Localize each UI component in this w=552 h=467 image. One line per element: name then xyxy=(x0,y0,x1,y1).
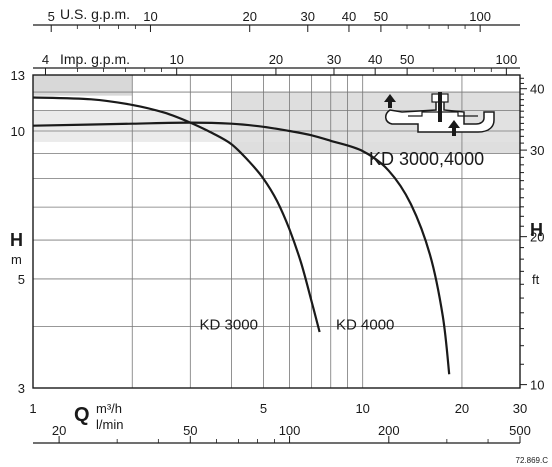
x-tick-label: 1 xyxy=(29,401,36,416)
x-tick-label: 20 xyxy=(455,401,469,416)
flow-symbol: Q xyxy=(74,404,90,426)
chart-title: KD 3000,4000 xyxy=(369,149,484,169)
left-tick-label: 5 xyxy=(18,272,25,287)
us-gpm-label: U.S. g.p.m. xyxy=(60,6,130,22)
us-gpm-axis-tick-label: 100 xyxy=(469,9,491,24)
curve-label-kd-4000: KD 4000 xyxy=(336,316,394,333)
curve-label-kd-3000: KD 3000 xyxy=(200,316,258,333)
right-tick-label: 30 xyxy=(530,143,544,158)
series-line-kd-3000 xyxy=(32,96,321,333)
imp-gpm-axis-tick-label: 30 xyxy=(327,52,341,67)
us-gpm-axis-tick-label: 50 xyxy=(374,9,388,24)
imp-gpm-axis-tick-label: 20 xyxy=(269,52,283,67)
right-axis-symbol: H xyxy=(530,220,543,240)
x-tick-label: 5 xyxy=(260,401,267,416)
plot-frame xyxy=(32,74,521,389)
us-gpm-axis-tick-label: 20 xyxy=(242,9,256,24)
imp-gpm-axis-tick-label: 100 xyxy=(496,52,518,67)
left-axis: 3 5 10 13 xyxy=(11,68,25,396)
figure-id: 72.869.C xyxy=(516,456,549,465)
lmin-tick-label: 500 xyxy=(509,423,531,438)
right-tick-label: 20 xyxy=(530,230,544,245)
flow-unit-main: m³/h xyxy=(96,401,122,416)
imp-gpm-axis-tick-label: 4 xyxy=(42,52,49,67)
imp-gpm-axis-tick-label: 50 xyxy=(400,52,414,67)
imp-gpm-axis-tick-label: 40 xyxy=(368,52,382,67)
pump-diagram-icon xyxy=(384,92,495,136)
left-axis-unit: m xyxy=(11,252,22,267)
right-axis-unit: ft xyxy=(532,272,540,287)
lmin-tick-label: 200 xyxy=(378,423,400,438)
lmin-tick-label: 50 xyxy=(183,423,197,438)
flow-unit-alt: l/min xyxy=(96,417,123,432)
right-tick-label: 10 xyxy=(530,378,544,393)
right-tick-label: 40 xyxy=(530,82,544,97)
series-layer: KD 3000 KD 4000 xyxy=(32,96,451,375)
x-tick-label: 30 xyxy=(513,401,527,416)
us-gpm-axis-tick-label: 30 xyxy=(301,9,315,24)
left-axis-symbol: H xyxy=(10,230,23,250)
x-tick-label: 10 xyxy=(355,401,369,416)
series-line-kd-4000 xyxy=(32,121,451,375)
imp-gpm-label: Imp. g.p.m. xyxy=(60,51,130,67)
us-gpm-axis-tick-label: 5 xyxy=(48,9,55,24)
bottom-axes: 1 5 10 20 30 20 50 100 200 500 xyxy=(29,401,531,444)
right-axis: 10 20 30 40 xyxy=(520,77,544,393)
shaded-corner xyxy=(33,75,133,96)
left-tick-label: 13 xyxy=(11,68,25,83)
lmin-tick-label: 20 xyxy=(52,423,66,438)
us-gpm-axis-tick-label: 40 xyxy=(342,9,356,24)
imp-gpm-axis-tick-label: 10 xyxy=(169,52,183,67)
us-gpm-axis-tick-label: 10 xyxy=(143,9,157,24)
left-tick-label: 3 xyxy=(18,381,25,396)
lmin-tick-label: 100 xyxy=(279,423,301,438)
top-axes: 5 10 20 30 40 50 100 4 10 20 30 40 50 100 xyxy=(33,9,520,75)
left-tick-label: 10 xyxy=(11,124,25,139)
